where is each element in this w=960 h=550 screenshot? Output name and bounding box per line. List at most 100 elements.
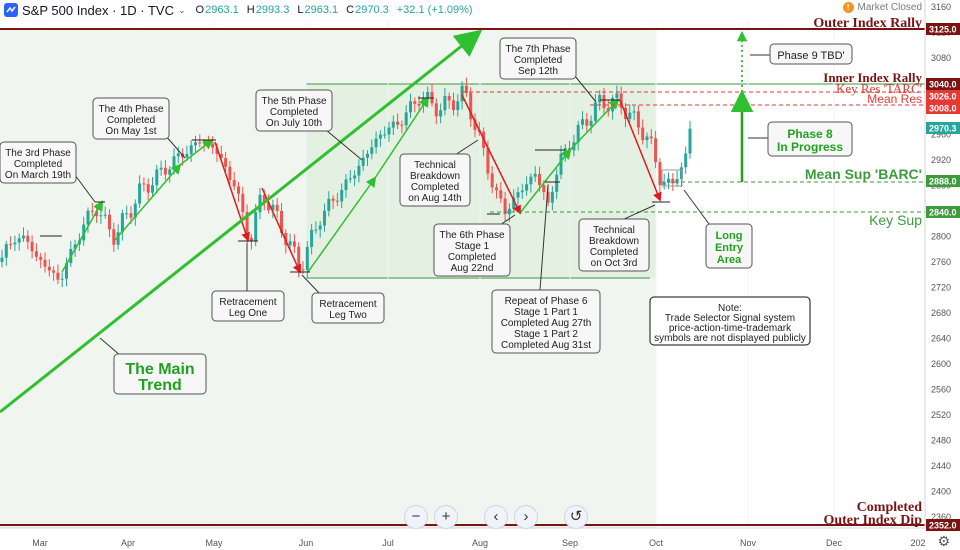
long-entry-callout-box (705, 223, 753, 269)
candle-body (679, 167, 683, 179)
candle-body (56, 272, 60, 280)
gear-icon[interactable]: ⚙ (937, 533, 950, 549)
symbol-title[interactable]: S&P 500 Index · 1D · TVC (22, 2, 174, 18)
candle-body (211, 143, 215, 148)
candle-body (86, 210, 90, 225)
market-status-label: Market Closed (857, 2, 922, 13)
level-label: Key Sup (869, 212, 922, 228)
candle-body (525, 184, 529, 191)
tech-aug-callout-text: Completed (411, 182, 459, 193)
candle-body (146, 184, 150, 193)
retr2-callout-text: Leg Two (329, 310, 367, 321)
candle-body (361, 157, 365, 166)
candle-body (60, 278, 64, 280)
phase5-callout-text: Completed (270, 107, 318, 118)
candle-body (99, 215, 103, 217)
candle-body (555, 174, 559, 192)
candle-body (396, 121, 400, 125)
zoom-out-button[interactable]: − (404, 505, 428, 529)
price-label: 3008.0 (929, 104, 957, 114)
candle-body (538, 173, 541, 186)
candle-body (9, 244, 13, 246)
candle-body (641, 127, 645, 141)
phase9-callout-text: Phase 9 TBD' (777, 50, 844, 62)
phase7-callout-box (499, 37, 577, 80)
candle-body (417, 103, 421, 106)
y-tick-label: 2400 (931, 487, 951, 497)
candle-body (17, 238, 21, 243)
retrace-down-leg (214, 141, 250, 242)
price-label: 2888.0 (929, 177, 957, 187)
warning-icon: ! (842, 2, 854, 13)
candle-body (112, 229, 116, 245)
retrace-down-leg (461, 94, 521, 215)
main-trend-callout-text: The Main (125, 361, 194, 378)
candle-body (628, 112, 632, 120)
candle-body (649, 136, 653, 139)
market-status[interactable]: ! Market Closed (842, 2, 922, 13)
candle-body (340, 190, 344, 202)
candle-body (344, 179, 348, 191)
candle-body (292, 241, 296, 247)
candle-body (189, 145, 193, 155)
reset-chart-button[interactable]: ↺ (564, 505, 588, 529)
candle-body (237, 186, 240, 194)
candle-body (168, 169, 172, 175)
price-label: 2352.0 (929, 521, 957, 531)
candle-body (280, 210, 283, 233)
phase9-callout-box (769, 43, 853, 65)
chevron-down-icon[interactable]: ⌄ (177, 4, 186, 15)
candle-body (387, 127, 391, 135)
candle-body (133, 203, 137, 218)
candle-body (495, 187, 498, 191)
candle-body (275, 204, 279, 211)
candle-body (447, 95, 451, 101)
high-value: 2993.3 (255, 4, 290, 16)
candle-body (353, 175, 357, 179)
main-trend-arrow (0, 29, 483, 414)
candle-body (348, 178, 352, 180)
scroll-left-button[interactable]: ‹ (484, 505, 508, 529)
phase3-callout-box (0, 141, 77, 184)
scroll-right-button[interactable]: › (514, 505, 538, 529)
candle-body (589, 120, 593, 126)
chart-header: S&P 500 Index · 1D · TVC ⌄ O 2963.1 H 29… (0, 0, 925, 20)
tech-aug-callout-text: on Aug 14th (408, 193, 461, 204)
candle-body (452, 100, 455, 111)
candle-body (688, 128, 692, 154)
candle-body (383, 134, 387, 136)
long-entry-callout-text: Long (716, 230, 743, 242)
price-label: 3040.0 (929, 80, 957, 90)
candle-body (563, 148, 567, 154)
note-callout-box (649, 296, 811, 346)
note-callout: Note:Trade Selector Signal systemprice-a… (649, 296, 811, 346)
phase-up-leg (114, 163, 182, 241)
time-axis-bg (0, 528, 925, 550)
candle-body (439, 110, 443, 117)
candle-body (155, 169, 159, 186)
callout-pointer (164, 134, 186, 159)
candle-body (215, 147, 219, 154)
long-entry-callout-text: Entry (715, 242, 744, 254)
retrace-down-leg (261, 187, 302, 274)
open-label: O (195, 4, 205, 16)
price-label-bg (926, 102, 960, 114)
level-label: Outer Index Rally (813, 16, 922, 31)
phase6-callout-text: Completed (448, 252, 496, 263)
phase4-callout-text: Completed (107, 115, 155, 126)
main-trend-callout-text: Trend (138, 377, 182, 394)
candle-body (0, 257, 4, 262)
candle-body (662, 181, 666, 186)
candle-body (73, 244, 77, 250)
zoom-in-button[interactable]: + (434, 505, 458, 529)
callout-pointer (301, 274, 321, 295)
note-callout-text: price-action-time-trademark (669, 323, 792, 334)
callout-pointer (499, 214, 516, 226)
candle-body (370, 147, 374, 154)
tech-aug-callout-text: Technical (414, 160, 456, 171)
candle-body (654, 138, 658, 163)
